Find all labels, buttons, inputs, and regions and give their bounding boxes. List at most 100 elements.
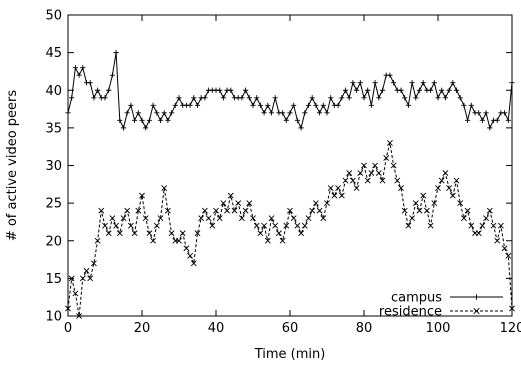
data-point-campus (139, 117, 145, 123)
data-point-campus (220, 95, 226, 101)
data-point-residence (483, 215, 490, 222)
data-point-residence (431, 200, 438, 207)
data-point-residence (150, 237, 157, 244)
data-point-campus (228, 87, 234, 93)
data-point-campus (328, 95, 334, 101)
data-point-residence (361, 162, 367, 169)
data-point-campus (442, 95, 448, 101)
data-point-residence (187, 252, 194, 259)
data-point-residence (201, 207, 208, 214)
data-point-campus (217, 87, 223, 93)
data-point-residence (505, 252, 512, 259)
data-point-residence (127, 222, 134, 229)
data-point-residence (242, 207, 249, 214)
x-tick-label: 80 (356, 321, 373, 336)
data-point-residence (164, 207, 171, 214)
y-tick-label: 45 (45, 46, 62, 61)
data-point-campus (468, 102, 474, 108)
data-point-residence (183, 245, 190, 252)
data-point-residence (301, 222, 308, 229)
data-point-campus (494, 117, 500, 123)
data-point-residence (142, 215, 149, 222)
data-point-residence (231, 207, 238, 214)
data-point-campus (132, 117, 138, 123)
data-point-residence (264, 237, 271, 244)
data-point-residence (157, 215, 164, 222)
data-point-residence (257, 230, 264, 237)
data-point-campus (320, 102, 326, 108)
data-point-residence (331, 192, 338, 199)
data-point-residence (116, 230, 123, 237)
data-point-campus (287, 110, 293, 116)
data-point-campus (317, 110, 323, 116)
legend-marker-residence (473, 307, 480, 315)
data-point-campus (261, 110, 267, 116)
data-point-campus (365, 87, 371, 93)
data-point-residence (120, 215, 127, 222)
data-point-campus (350, 80, 356, 86)
legend-label-residence: residence (379, 305, 442, 320)
data-point-residence (90, 260, 97, 267)
data-point-residence (253, 222, 260, 229)
data-point-residence (312, 200, 319, 207)
data-point-residence (383, 155, 390, 161)
data-point-residence (224, 207, 231, 214)
plot-area (65, 50, 515, 319)
data-point-residence (246, 200, 253, 207)
data-point-campus (143, 125, 149, 131)
data-point-campus (113, 50, 119, 56)
series-campus (65, 50, 515, 131)
data-point-campus (372, 80, 378, 86)
data-point-residence (227, 192, 234, 199)
data-point-residence (139, 192, 145, 199)
data-point-campus (431, 80, 437, 86)
data-point-campus (150, 102, 156, 108)
data-point-residence (250, 215, 256, 222)
data-point-campus (416, 87, 423, 93)
data-point-campus (387, 72, 393, 78)
data-point-residence (427, 222, 434, 229)
data-point-residence (135, 207, 142, 214)
data-point-residence (294, 222, 301, 229)
plot-frame (67, 14, 513, 317)
data-point-residence (305, 215, 312, 222)
data-point-residence (338, 192, 345, 199)
data-point-residence (420, 192, 427, 199)
data-point-residence (279, 237, 286, 244)
data-point-residence (113, 222, 120, 229)
data-point-residence (198, 215, 205, 222)
data-point-residence (475, 230, 482, 237)
data-point-residence (283, 222, 290, 229)
data-point-campus (157, 117, 164, 123)
data-point-residence (446, 185, 453, 191)
data-point-residence (468, 222, 475, 229)
y-tick-label: 35 (45, 121, 62, 136)
data-point-campus (161, 110, 167, 116)
data-point-residence (486, 207, 493, 214)
data-point-campus (487, 125, 493, 131)
data-point-residence (98, 207, 105, 214)
data-point-residence (346, 170, 353, 176)
data-point-campus (305, 102, 312, 108)
x-tick-label: 40 (208, 321, 225, 336)
data-point-campus (298, 125, 304, 131)
data-point-campus (291, 102, 297, 108)
data-point-campus (95, 87, 101, 93)
legend-marker-campus (473, 294, 480, 300)
y-tick-label: 10 (45, 310, 62, 325)
data-point-residence (405, 222, 412, 229)
data-point-residence (394, 177, 401, 184)
data-point-residence (494, 237, 501, 244)
y-tick-label: 30 (45, 159, 62, 174)
data-point-campus (106, 87, 112, 93)
data-point-residence (105, 230, 112, 237)
data-point-residence (342, 177, 349, 184)
data-point-campus (376, 95, 382, 101)
data-point-residence (327, 185, 334, 191)
y-tick-label: 25 (45, 197, 62, 212)
data-point-residence (72, 290, 79, 297)
data-point-residence (79, 275, 86, 282)
data-point-residence (161, 185, 168, 191)
